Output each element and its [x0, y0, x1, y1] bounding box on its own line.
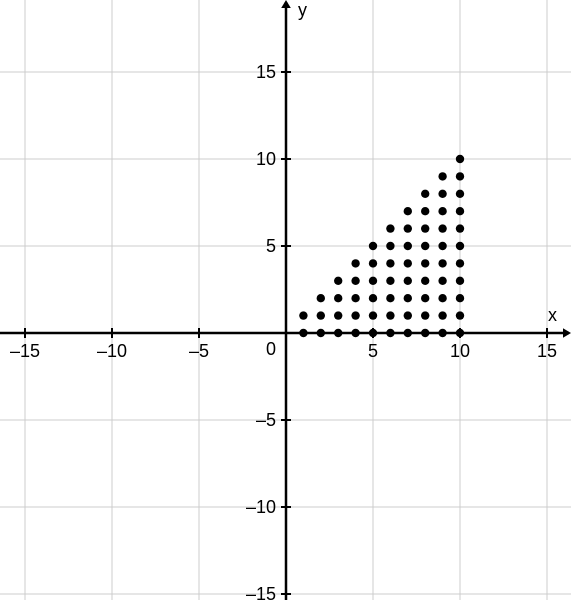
- y-tick-label: –5: [256, 410, 276, 430]
- data-point: [421, 329, 429, 337]
- x-tick-label: –5: [189, 341, 209, 361]
- data-point: [369, 259, 377, 267]
- data-point: [404, 311, 412, 319]
- data-point: [334, 277, 342, 285]
- y-tick-label: –15: [246, 584, 276, 600]
- data-point: [317, 329, 325, 337]
- data-point: [421, 294, 429, 302]
- x-tick-label: 5: [368, 341, 378, 361]
- y-tick-label: 10: [256, 149, 276, 169]
- data-point: [421, 259, 429, 267]
- x-tick-label: 10: [450, 341, 470, 361]
- data-point: [438, 172, 446, 180]
- data-point: [456, 172, 464, 180]
- data-point: [438, 259, 446, 267]
- y-axis-label: y: [298, 0, 307, 20]
- data-point: [386, 311, 394, 319]
- data-point: [456, 259, 464, 267]
- data-point: [456, 224, 464, 232]
- data-point: [456, 311, 464, 319]
- data-point: [438, 242, 446, 250]
- data-point: [456, 207, 464, 215]
- data-point: [456, 294, 464, 302]
- x-tick-label: –15: [10, 341, 40, 361]
- y-tick-label: 15: [256, 62, 276, 82]
- origin-label: 0: [266, 339, 276, 359]
- data-point: [386, 294, 394, 302]
- data-point: [421, 242, 429, 250]
- data-point: [334, 311, 342, 319]
- data-point: [421, 311, 429, 319]
- data-point: [456, 277, 464, 285]
- x-tick-label: –10: [97, 341, 127, 361]
- data-point: [421, 207, 429, 215]
- data-point: [334, 329, 342, 337]
- data-point: [369, 242, 377, 250]
- data-point: [404, 329, 412, 337]
- x-axis-arrow: [563, 328, 571, 338]
- data-point: [421, 224, 429, 232]
- data-point: [386, 224, 394, 232]
- data-point: [438, 190, 446, 198]
- data-point: [456, 329, 464, 337]
- data-point: [351, 329, 359, 337]
- data-point: [404, 242, 412, 250]
- data-point: [386, 259, 394, 267]
- data-point: [438, 224, 446, 232]
- data-point: [369, 311, 377, 319]
- data-point: [456, 242, 464, 250]
- data-point: [456, 155, 464, 163]
- data-point: [369, 294, 377, 302]
- chart-svg: –15 –10 –5 5 10 15 –15 –10 –5 5 10 15 0 x y: [0, 0, 571, 600]
- data-point: [299, 329, 307, 337]
- data-point: [299, 311, 307, 319]
- data-point: [438, 294, 446, 302]
- x-tick-label: 15: [537, 341, 557, 361]
- data-point: [404, 224, 412, 232]
- y-tick-label: –10: [246, 497, 276, 517]
- y-tick-label: 5: [266, 236, 276, 256]
- data-point: [421, 277, 429, 285]
- data-point: [369, 277, 377, 285]
- coordinate-chart: –15 –10 –5 5 10 15 –15 –10 –5 5 10 15 0 x y: [0, 0, 571, 600]
- data-point: [438, 311, 446, 319]
- data-point: [386, 329, 394, 337]
- data-point: [438, 277, 446, 285]
- data-point: [369, 329, 377, 337]
- data-point: [386, 242, 394, 250]
- data-point: [351, 259, 359, 267]
- data-point: [351, 277, 359, 285]
- y-axis-arrow: [281, 0, 291, 8]
- data-point: [317, 294, 325, 302]
- data-point: [404, 207, 412, 215]
- data-point: [404, 294, 412, 302]
- data-point: [404, 259, 412, 267]
- data-point: [438, 207, 446, 215]
- data-point: [386, 277, 394, 285]
- data-point: [334, 294, 342, 302]
- data-point: [421, 190, 429, 198]
- data-point: [404, 277, 412, 285]
- data-point: [456, 190, 464, 198]
- data-point: [351, 294, 359, 302]
- data-point: [317, 311, 325, 319]
- data-point: [438, 329, 446, 337]
- data-point: [351, 311, 359, 319]
- x-axis-label: x: [548, 305, 557, 325]
